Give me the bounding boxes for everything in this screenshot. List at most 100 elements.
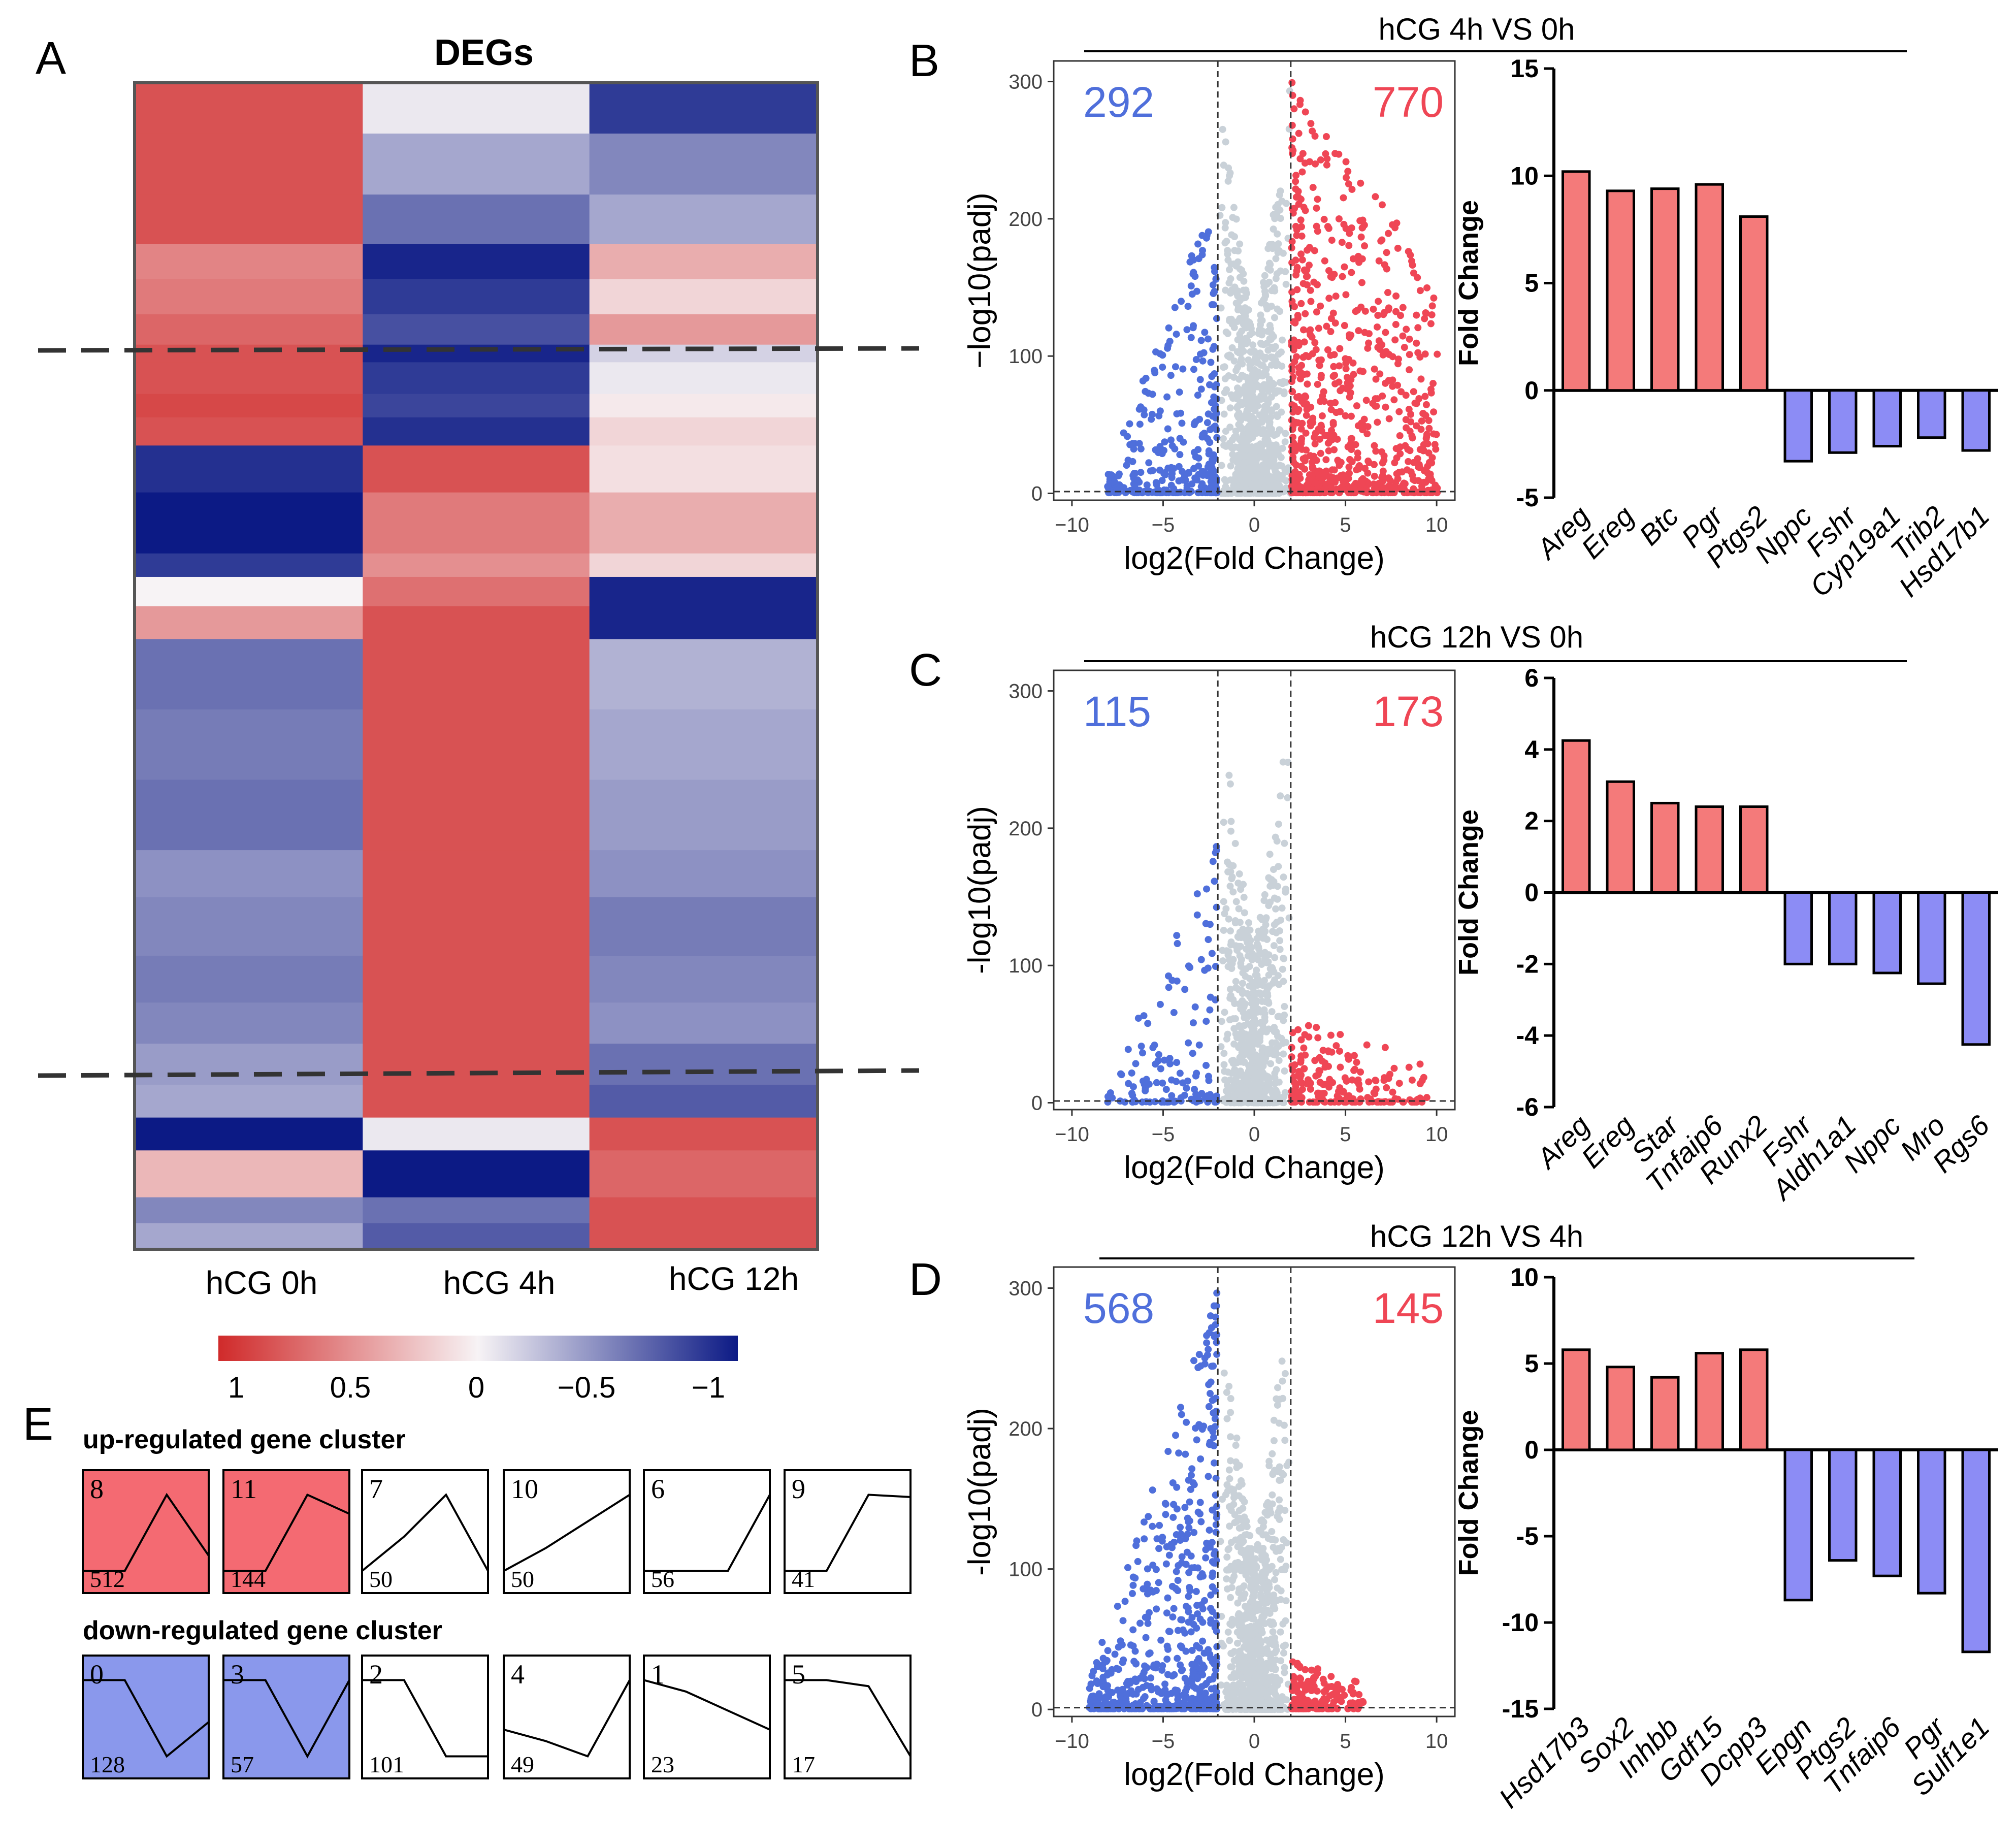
volcano-point-ns bbox=[1261, 484, 1269, 492]
volcano-point-ns bbox=[1227, 476, 1234, 484]
volcano-point-down bbox=[1129, 458, 1136, 465]
volcano-point-down bbox=[1176, 1069, 1184, 1077]
volcano-point-ns bbox=[1282, 1641, 1289, 1649]
volcano-point-up bbox=[1345, 383, 1352, 391]
bar-y-tick-label: 10 bbox=[1510, 161, 1539, 190]
volcano-point-up bbox=[1288, 205, 1296, 213]
volcano-point-down bbox=[1185, 1569, 1193, 1576]
bar-runx2 bbox=[1739, 805, 1769, 894]
volcano-point-ns bbox=[1250, 1084, 1258, 1091]
volcano-point-ns bbox=[1273, 1028, 1280, 1035]
volcano-point-ns bbox=[1253, 443, 1260, 450]
volcano-point-ns bbox=[1217, 304, 1225, 312]
volcano-point-up bbox=[1298, 232, 1306, 240]
volcano-point-up bbox=[1378, 489, 1385, 497]
volcano-point-up bbox=[1304, 273, 1311, 280]
volcano-point-up bbox=[1364, 423, 1372, 431]
volcano-point-ns bbox=[1280, 1471, 1287, 1478]
volcano-point-up bbox=[1293, 267, 1300, 275]
volcano-point-ns bbox=[1279, 1377, 1286, 1385]
volcano-point-ns bbox=[1265, 459, 1273, 467]
volcano-point-up bbox=[1421, 393, 1429, 400]
volcano-point-down bbox=[1151, 1098, 1159, 1106]
volcano-point-up bbox=[1394, 244, 1402, 252]
volcano-point-up bbox=[1422, 412, 1429, 419]
volcano-point-down bbox=[1195, 1421, 1203, 1429]
x-tick-label: −10 bbox=[1055, 514, 1089, 536]
volcano-point-ns bbox=[1254, 471, 1262, 478]
volcano-point-down bbox=[1177, 1616, 1185, 1624]
volcano-point-down bbox=[1121, 1598, 1129, 1605]
volcano-point-ns bbox=[1226, 985, 1234, 993]
volcano-point-down bbox=[1140, 1585, 1147, 1593]
volcano-point-down bbox=[1172, 1432, 1180, 1439]
volcano-point-up bbox=[1347, 412, 1355, 420]
volcano-point-up bbox=[1425, 449, 1433, 457]
volcano-point-up bbox=[1414, 1095, 1421, 1103]
volcano-point-down bbox=[1213, 1557, 1220, 1564]
volcano-point-ns bbox=[1262, 292, 1270, 300]
volcano-point-down bbox=[1165, 984, 1173, 991]
volcano-point-ns bbox=[1264, 1599, 1272, 1606]
volcano-point-down bbox=[1207, 1390, 1214, 1398]
volcano-point-down bbox=[1206, 439, 1214, 446]
volcano-point-up bbox=[1339, 273, 1346, 280]
bar-mro bbox=[1917, 891, 1946, 985]
volcano-point-ns bbox=[1231, 839, 1239, 847]
volcano-point-up bbox=[1424, 469, 1432, 477]
volcano-point-down bbox=[1204, 463, 1212, 471]
volcano-point-ns bbox=[1224, 250, 1231, 258]
volcano-point-down bbox=[1181, 489, 1188, 497]
volcano-point-up bbox=[1290, 402, 1298, 410]
volcano-point-up bbox=[1376, 346, 1384, 353]
volcano-point-up bbox=[1434, 350, 1441, 358]
bar-pgr bbox=[1917, 1448, 1946, 1595]
volcano-point-up bbox=[1313, 1024, 1320, 1031]
volcano-point-down bbox=[1194, 1674, 1201, 1681]
volcano-point-down bbox=[1210, 393, 1218, 401]
volcano-point-ns bbox=[1248, 329, 1256, 337]
volcano-point-down bbox=[1170, 1009, 1178, 1016]
volcano-point-down bbox=[1187, 1628, 1195, 1636]
volcano-point-up bbox=[1381, 1044, 1389, 1051]
volcano-point-down bbox=[1198, 251, 1206, 258]
volcano-point-down bbox=[1136, 420, 1144, 428]
volcano-point-up bbox=[1330, 446, 1338, 453]
volcano-point-up bbox=[1430, 408, 1438, 416]
volcano-point-ns bbox=[1276, 378, 1284, 386]
volcano-point-down bbox=[1207, 478, 1215, 485]
volcano-point-up bbox=[1395, 408, 1403, 415]
volcano-point-ns bbox=[1252, 971, 1259, 979]
volcano-point-ns bbox=[1243, 374, 1250, 381]
volcano-point-up bbox=[1288, 1053, 1295, 1061]
heatmap-cell bbox=[363, 279, 590, 315]
volcano-point-down bbox=[1213, 1289, 1221, 1297]
volcano-point-up bbox=[1420, 441, 1427, 448]
volcano-point-ns bbox=[1238, 343, 1245, 350]
heatmap-cell bbox=[136, 780, 363, 851]
bar-tnfaip6 bbox=[1872, 1448, 1902, 1577]
volcano-point-down bbox=[1175, 1562, 1182, 1569]
bar-cyp19a1 bbox=[1872, 389, 1902, 448]
volcano-point-ns bbox=[1220, 410, 1228, 418]
y-tick-label: 100 bbox=[1009, 345, 1043, 368]
panel-letter: D bbox=[909, 1254, 942, 1305]
volcano-point-up bbox=[1409, 471, 1416, 479]
volcano-point-ns bbox=[1252, 1705, 1259, 1713]
volcano-point-up bbox=[1391, 336, 1399, 344]
volcano-point-up bbox=[1319, 1047, 1327, 1054]
volcano-point-up bbox=[1337, 459, 1345, 466]
volcano-point-up bbox=[1328, 436, 1336, 443]
volcano-point-ns bbox=[1272, 204, 1280, 211]
volcano-point-up bbox=[1332, 293, 1340, 300]
volcano-point-ns bbox=[1249, 1598, 1256, 1605]
volcano-point-down bbox=[1205, 936, 1212, 944]
bar-y-tick-label: 0 bbox=[1524, 879, 1539, 907]
volcano-point-ns bbox=[1275, 1078, 1283, 1086]
volcano-point-ns bbox=[1265, 1661, 1273, 1669]
volcano-point-ns bbox=[1220, 926, 1227, 934]
volcano-point-down bbox=[1203, 1339, 1211, 1347]
volcano-point-up bbox=[1364, 481, 1372, 489]
volcano-point-down bbox=[1211, 1672, 1219, 1679]
volcano-point-ns bbox=[1250, 1065, 1257, 1073]
